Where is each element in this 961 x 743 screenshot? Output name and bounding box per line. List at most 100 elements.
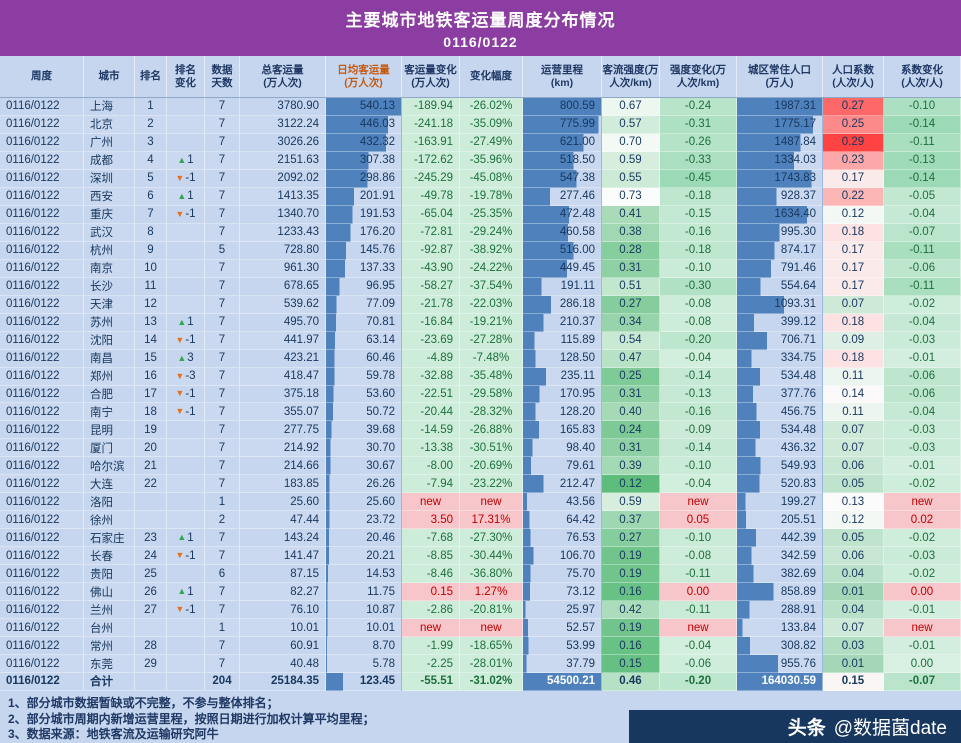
cell-coefficient-change: -0.11 bbox=[884, 277, 961, 296]
cell-intensity-change: -0.26 bbox=[660, 133, 737, 152]
cell-coefficient-change: -0.06 bbox=[884, 259, 961, 278]
cell-volume-change: -92.87 bbox=[402, 241, 460, 260]
cell-volume-change: -16.84 bbox=[402, 313, 460, 332]
cell-mileage: 547.38 bbox=[523, 169, 602, 188]
cell-population: 456.75 bbox=[737, 403, 823, 422]
cell-total-volume: 87.15 bbox=[240, 565, 326, 584]
cell-population: 308.82 bbox=[737, 637, 823, 656]
report-period: 0116/0122 bbox=[443, 34, 518, 50]
cell-intensity: 0.55 bbox=[602, 169, 660, 188]
cell-rank-change bbox=[167, 98, 205, 116]
rank-up-icon: ▲ bbox=[177, 586, 187, 597]
cell-week: 0116/0122 bbox=[0, 331, 84, 350]
cell-change-percent: -23.22% bbox=[460, 475, 523, 494]
cell-daily-average: 8.70 bbox=[326, 637, 402, 656]
cell-week: 0116/0122 bbox=[0, 673, 84, 691]
cell-intensity: 0.19 bbox=[602, 565, 660, 584]
cell-total-volume: 3122.24 bbox=[240, 115, 326, 134]
cell-rank: 11 bbox=[135, 277, 167, 296]
cell-volume-change: -2.86 bbox=[402, 601, 460, 620]
cell-daily-average: 63.14 bbox=[326, 331, 402, 350]
cell-intensity: 0.59 bbox=[602, 151, 660, 170]
cell-total-volume: 3026.26 bbox=[240, 133, 326, 152]
cell-coefficient-change: -0.02 bbox=[884, 529, 961, 548]
cell-total-volume: 495.70 bbox=[240, 313, 326, 332]
cell-volume-change: -72.81 bbox=[402, 223, 460, 242]
cell-intensity-change: -0.10 bbox=[660, 259, 737, 278]
cell-change-percent: -30.44% bbox=[460, 547, 523, 566]
cell-total-volume: 214.66 bbox=[240, 457, 326, 476]
cell-intensity-change: -0.16 bbox=[660, 403, 737, 422]
cell-volume-change: -172.62 bbox=[402, 151, 460, 170]
cell-week: 0116/0122 bbox=[0, 277, 84, 296]
cell-daily-average: 298.86 bbox=[326, 169, 402, 188]
cell-city: 厦门 bbox=[84, 439, 135, 458]
cell-change-percent: -7.48% bbox=[460, 349, 523, 368]
cell-rank-change: ▼ -3 bbox=[167, 367, 205, 386]
cell-city: 南京 bbox=[84, 259, 135, 278]
cell-rank-change bbox=[167, 241, 205, 260]
cell-population: 928.37 bbox=[737, 187, 823, 206]
cell-coefficient: 0.17 bbox=[823, 277, 884, 296]
table-row: 0116/0122 北京 2 7 3122.24 446.03 -241.18 -35.09%… bbox=[0, 115, 961, 134]
table-row: 0116/0122 哈尔滨 21 7 214.66 30.67 -8.00 -20.69% 79… bbox=[0, 457, 961, 476]
cell-coefficient-change: -0.04 bbox=[884, 205, 961, 224]
cell-intensity-change: -0.45 bbox=[660, 169, 737, 188]
cell-city: 常州 bbox=[84, 637, 135, 656]
cell-week: 0116/0122 bbox=[0, 187, 84, 206]
cell-coefficient-change: -0.03 bbox=[884, 547, 961, 566]
cell-population: 1334.03 bbox=[737, 151, 823, 170]
cell-city: 西安 bbox=[84, 187, 135, 206]
cell-population: 1634.40 bbox=[737, 205, 823, 224]
cell-daily-average: 20.21 bbox=[326, 547, 402, 566]
table-row: 0116/0122 厦门 20 7 214.92 30.70 -13.38 -30.51% 98… bbox=[0, 439, 961, 458]
cell-total-volume: 60.91 bbox=[240, 637, 326, 656]
footnotes: 1、部分城市数据暂缺或不完整，不参与整体排名； 2、部分城市周期内新增运营里程，… bbox=[0, 691, 961, 743]
cell-mileage: 54500.21 bbox=[523, 673, 602, 691]
cell-mileage: 75.70 bbox=[523, 565, 602, 584]
cell-week: 0116/0122 bbox=[0, 205, 84, 224]
cell-population: 1743.83 bbox=[737, 169, 823, 188]
table-row: 0116/0122 兰州 27 ▼ -1 7 76.10 10.87 -2.86 -20.81% 2… bbox=[0, 601, 961, 620]
cell-data-days: 2 bbox=[205, 511, 240, 530]
cell-total-volume: 1233.43 bbox=[240, 223, 326, 242]
cell-rank: 15 bbox=[135, 349, 167, 368]
cell-city: 沈阳 bbox=[84, 331, 135, 350]
cell-mileage: 98.40 bbox=[523, 439, 602, 458]
cell-total-volume: 277.75 bbox=[240, 421, 326, 440]
cell-volume-change: -23.69 bbox=[402, 331, 460, 350]
cell-intensity: 0.73 bbox=[602, 187, 660, 206]
cell-data-days: 7 bbox=[205, 98, 240, 116]
cell-data-days: 7 bbox=[205, 259, 240, 278]
cell-mileage: 128.20 bbox=[523, 403, 602, 422]
rank-down-icon: ▼ bbox=[175, 370, 185, 381]
cell-change-percent: -29.24% bbox=[460, 223, 523, 242]
cell-intensity: 0.19 bbox=[602, 547, 660, 566]
cell-mileage: 800.59 bbox=[523, 98, 602, 116]
cell-intensity: 0.27 bbox=[602, 295, 660, 314]
rank-up-icon: ▲ bbox=[177, 190, 187, 201]
cell-coefficient-change: -0.14 bbox=[884, 169, 961, 188]
cell-mileage: 73.12 bbox=[523, 583, 602, 602]
cell-week: 0116/0122 bbox=[0, 133, 84, 152]
cell-mileage: 53.99 bbox=[523, 637, 602, 656]
cell-intensity: 0.54 bbox=[602, 331, 660, 350]
column-header-week: 周度 bbox=[0, 56, 84, 97]
cell-mileage: 449.45 bbox=[523, 259, 602, 278]
cell-data-days: 7 bbox=[205, 151, 240, 170]
column-header-population: 城区常住人口 (万人) bbox=[737, 56, 823, 97]
cell-data-days: 7 bbox=[205, 115, 240, 134]
cell-coefficient: 0.17 bbox=[823, 169, 884, 188]
cell-volume-change: 3.50 bbox=[402, 511, 460, 530]
cell-data-days: 7 bbox=[205, 475, 240, 494]
cell-week: 0116/0122 bbox=[0, 313, 84, 332]
cell-daily-average: 432.32 bbox=[326, 133, 402, 152]
cell-population: 436.32 bbox=[737, 439, 823, 458]
table-row: 0116/0122 贵阳 25 6 87.15 14.53 -8.46 -36.80% 75.7… bbox=[0, 565, 961, 584]
cell-data-days: 7 bbox=[205, 547, 240, 566]
cell-rank: 20 bbox=[135, 439, 167, 458]
cell-total-volume: 25.60 bbox=[240, 493, 326, 512]
cell-city: 上海 bbox=[84, 98, 135, 116]
cell-rank-change: ▲ 1 bbox=[167, 529, 205, 548]
cell-coefficient: 0.23 bbox=[823, 151, 884, 170]
